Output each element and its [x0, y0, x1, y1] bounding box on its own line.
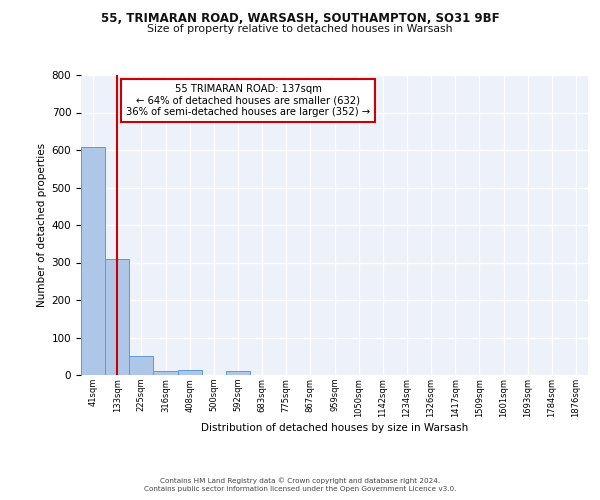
Text: 55, TRIMARAN ROAD, WARSASH, SOUTHAMPTON, SO31 9BF: 55, TRIMARAN ROAD, WARSASH, SOUTHAMPTON,…	[101, 12, 499, 26]
Bar	[178, 370, 202, 375]
Text: 55 TRIMARAN ROAD: 137sqm
← 64% of detached houses are smaller (632)
36% of semi-: 55 TRIMARAN ROAD: 137sqm ← 64% of detach…	[126, 84, 370, 117]
Bar	[154, 370, 178, 375]
Bar	[105, 259, 129, 375]
Bar	[129, 356, 154, 375]
Bar	[226, 371, 250, 375]
Y-axis label: Number of detached properties: Number of detached properties	[37, 143, 47, 307]
Text: Contains HM Land Registry data © Crown copyright and database right 2024.
Contai: Contains HM Land Registry data © Crown c…	[144, 478, 456, 492]
X-axis label: Distribution of detached houses by size in Warsash: Distribution of detached houses by size …	[201, 422, 468, 432]
Bar	[81, 147, 105, 375]
Text: Size of property relative to detached houses in Warsash: Size of property relative to detached ho…	[147, 24, 453, 34]
